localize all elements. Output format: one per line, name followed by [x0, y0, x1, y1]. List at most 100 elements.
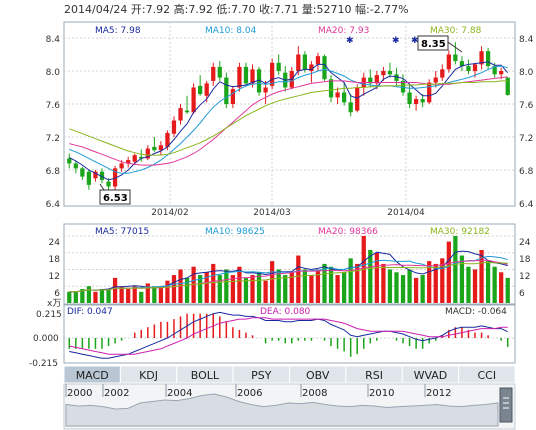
price-ma-legend: MA5: 7.98 MA10: 8.04 MA20: 7.93 MA30: 7.… [95, 26, 482, 36]
tab-label: WVAD [414, 369, 448, 382]
volume-bar [158, 286, 164, 303]
candle-body [505, 77, 510, 95]
price-tick-label: 8.4 [46, 35, 61, 45]
volume-bar [171, 275, 177, 303]
candle-body [230, 89, 236, 104]
volume-bar [237, 266, 242, 303]
candle-body [158, 145, 164, 151]
volume-bar [145, 283, 150, 303]
candle-body [204, 83, 209, 96]
candle-body [492, 66, 497, 75]
timeline-year-label: 2000 [67, 388, 92, 399]
volume-bar [112, 277, 118, 303]
tab-cci[interactable] [458, 365, 516, 384]
price-x-axis: 2014/02 2014/03 2014/04 [151, 208, 425, 218]
candle-body [368, 77, 373, 84]
macd-tick-label: 0.215 [36, 310, 62, 320]
volume-bar [440, 258, 445, 303]
price-tick-label: 7.2 [519, 134, 533, 144]
timeline-year-label: 2006 [237, 388, 262, 399]
timeline: 2000 2002 2004 2006 2008 2010 2012 [63, 383, 516, 430]
candle-body [276, 62, 281, 71]
ma20-label: MA20: 7.93 [318, 26, 369, 36]
x-tick-label: 2014/04 [387, 208, 425, 218]
candle-body [211, 66, 216, 81]
volume-bar [394, 272, 399, 303]
timeline-year-label: 2002 [104, 388, 129, 399]
volume-ma5-line [69, 250, 508, 293]
volume-bar [341, 272, 347, 303]
min-marker-label: 6.53 [103, 193, 128, 204]
volume-bar [191, 266, 196, 303]
macd-lines [69, 311, 508, 359]
volume-unit-label: x万 [47, 299, 61, 309]
macd-value-label: MACD: -0.064 [445, 307, 507, 317]
candle-body [302, 54, 307, 70]
candle-body [73, 163, 78, 169]
candle-body [145, 148, 150, 159]
volume-bar [315, 269, 321, 303]
volume-bar [499, 272, 504, 303]
range-handle[interactable] [499, 387, 513, 423]
candle-body [328, 79, 334, 98]
volume-bar [198, 275, 203, 303]
candle-body [407, 92, 412, 104]
volume-bar [368, 249, 373, 303]
candle-body [472, 64, 478, 71]
volume-bar [283, 275, 288, 303]
volume-bar [433, 263, 438, 303]
volume-bar [119, 286, 124, 303]
timeline-handle[interactable] [499, 387, 513, 423]
volume-bar [256, 272, 262, 303]
candle-body [355, 87, 360, 111]
candle-body [459, 61, 465, 67]
candle-body [178, 108, 183, 121]
candle-body [485, 51, 491, 67]
candle-body [106, 181, 111, 187]
volume-bar [407, 269, 412, 303]
volume-bar [67, 291, 72, 303]
price-tick-label: 8.0 [46, 68, 61, 78]
candle-body [341, 92, 347, 103]
volume-bar [80, 289, 85, 303]
price-tick-label: 6.4 [46, 200, 61, 210]
candle-body [296, 54, 301, 71]
volume-bar [348, 258, 353, 303]
volume-bar [427, 261, 432, 303]
dif-line [69, 311, 508, 359]
volume-bar [453, 236, 458, 303]
x-tick-label: 2014/03 [253, 208, 290, 218]
timeline-year-label: 2008 [302, 388, 327, 399]
candle-body [126, 160, 131, 164]
min-marker: 6.53 [99, 183, 131, 205]
candle-body [348, 102, 353, 113]
volume-bar [459, 255, 465, 303]
event-star-icon: ✱ [346, 36, 354, 46]
candle-body [243, 66, 249, 84]
candle-body [217, 66, 222, 78]
dea-line [69, 317, 508, 355]
volume-bar [230, 275, 236, 303]
ma30-label: MA30: 7.88 [430, 26, 482, 36]
price-grid [64, 22, 515, 206]
price-tick-label: 6.4 [519, 200, 534, 210]
candle-body [309, 64, 314, 71]
price-tick-label: 7.2 [46, 134, 60, 144]
volume-ma-lines [69, 250, 508, 293]
candle-body [184, 110, 190, 113]
tab-label: PSY [251, 369, 272, 382]
ma10-line [69, 65, 508, 174]
volume-tick-label: 12 [519, 272, 530, 282]
candle-body [270, 62, 275, 86]
volume-bar [413, 277, 419, 303]
candle-body [93, 171, 98, 179]
candle-body [433, 77, 438, 83]
volume-bar [355, 263, 360, 303]
candle-body [67, 158, 72, 164]
candle-body [335, 92, 340, 98]
price-y-axis-left: 8.4 8.0 7.6 7.2 6.8 6.4 [46, 35, 61, 210]
candle-body [112, 168, 118, 187]
candle-body [80, 168, 85, 177]
candle-body [453, 54, 458, 62]
